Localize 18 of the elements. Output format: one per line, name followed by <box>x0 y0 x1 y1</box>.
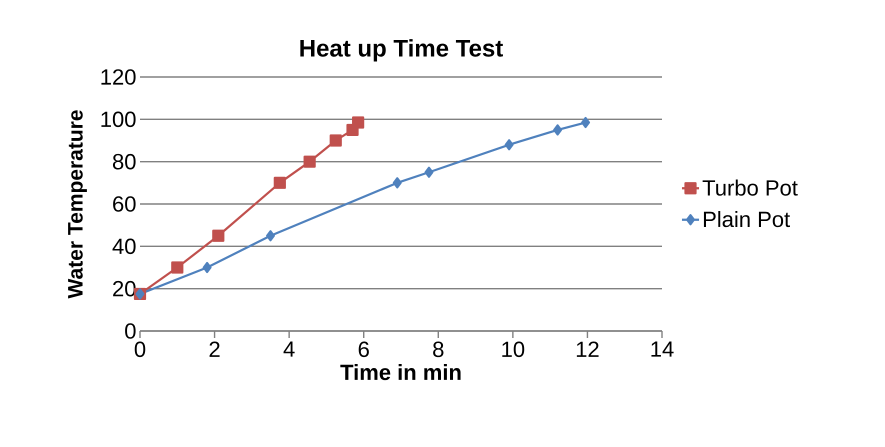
x-tick-label: 10 <box>502 342 524 358</box>
y-tick-label: 80 <box>112 154 136 170</box>
x-tick-label: 2 <box>210 342 220 357</box>
y-tick-label: 60 <box>113 196 136 212</box>
x-tick-label: 6 <box>358 342 369 358</box>
y-axis-title: Water Temperature <box>68 110 87 299</box>
legend-label: Turbo Pot <box>702 180 798 196</box>
x-axis-title: Time in min <box>340 364 461 380</box>
x-tick-label: 12 <box>576 342 599 357</box>
x-tick-label: 4 <box>284 342 295 357</box>
legend-label: Plain Pot <box>704 210 790 228</box>
chart-title: Heat up Time Test <box>300 39 503 62</box>
y-tick-label: 40 <box>112 238 136 254</box>
y-tick-label: 0 <box>125 323 136 339</box>
y-tick-label: 120 <box>101 69 136 85</box>
y-tick-label: 100 <box>101 112 136 128</box>
x-tick-label: 8 <box>433 342 444 358</box>
x-tick-label: 14 <box>651 342 674 357</box>
